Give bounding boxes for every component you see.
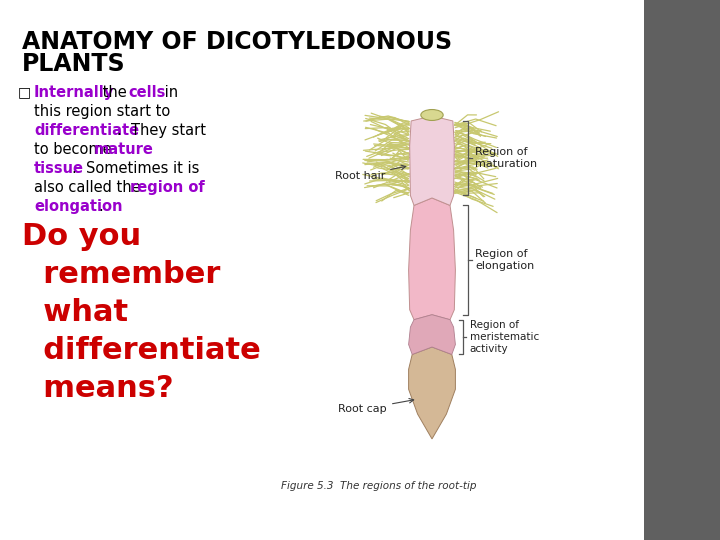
Text: differentiate: differentiate — [22, 336, 261, 365]
Text: Do you: Do you — [22, 222, 141, 251]
Text: □: □ — [18, 85, 31, 99]
Text: mature: mature — [94, 142, 154, 157]
Text: Region of
meristematic
activity: Region of meristematic activity — [469, 320, 539, 354]
Polygon shape — [409, 315, 455, 354]
Text: PLANTS: PLANTS — [22, 52, 125, 76]
Text: cells: cells — [128, 85, 166, 100]
Ellipse shape — [420, 110, 444, 120]
Text: Region of
elongation: Region of elongation — [475, 249, 534, 271]
Text: means?: means? — [22, 374, 174, 403]
Bar — [644, 0, 720, 540]
Text: this region start to: this region start to — [34, 104, 170, 119]
Text: differentiate: differentiate — [34, 123, 139, 138]
Text: .: . — [98, 199, 103, 214]
Text: what: what — [22, 298, 128, 327]
Text: .  They start: . They start — [117, 123, 206, 138]
Polygon shape — [409, 198, 455, 320]
Text: ANATOMY OF DICOTYLEDONOUS: ANATOMY OF DICOTYLEDONOUS — [22, 30, 452, 54]
Text: Internally: Internally — [34, 85, 114, 100]
Text: elongation: elongation — [34, 199, 122, 214]
Text: in: in — [160, 85, 178, 100]
Text: also called the: also called the — [34, 180, 145, 195]
Text: .  Sometimes it is: . Sometimes it is — [73, 161, 199, 176]
Text: region of: region of — [130, 180, 204, 195]
Text: Root cap: Root cap — [338, 399, 414, 414]
Text: the: the — [98, 85, 131, 100]
Text: remember: remember — [22, 260, 220, 289]
Text: Figure 5.3  The regions of the root-tip: Figure 5.3 The regions of the root-tip — [281, 481, 477, 491]
Polygon shape — [410, 116, 454, 205]
Polygon shape — [409, 347, 455, 439]
Text: to become: to become — [34, 142, 116, 157]
Text: tissue: tissue — [34, 161, 84, 176]
Text: Region of
maturation: Region of maturation — [475, 147, 537, 169]
Text: Root hair: Root hair — [335, 165, 406, 180]
